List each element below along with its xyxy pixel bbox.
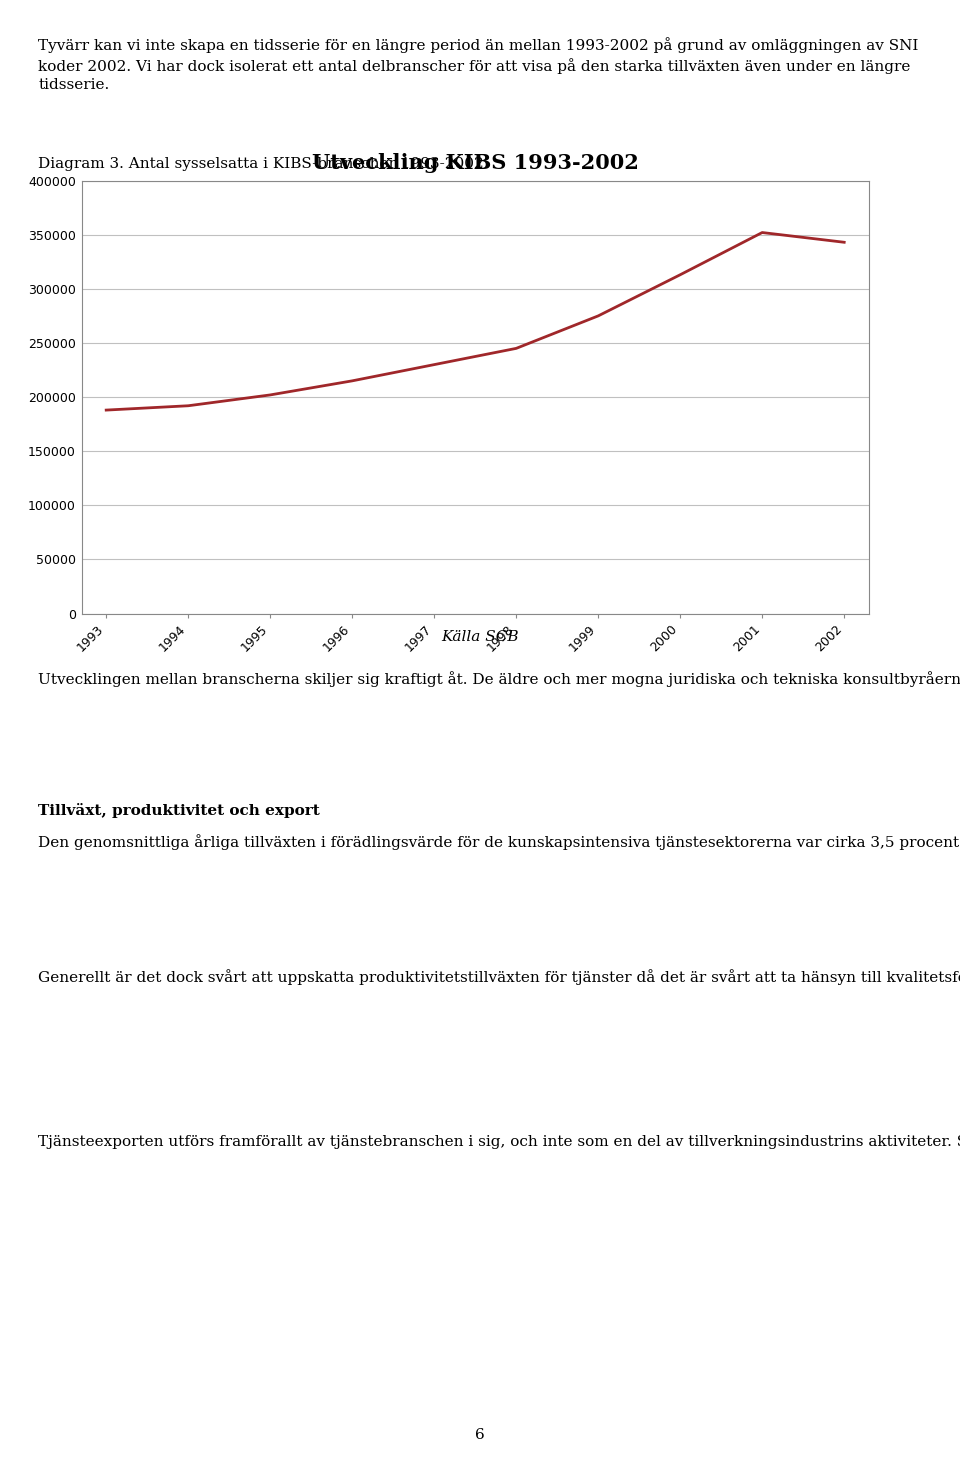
Text: Den genomsnittliga årliga tillväxten i förädlingsvärde för de kunskapsintensiva : Den genomsnittliga årliga tillväxten i f… bbox=[38, 834, 960, 850]
Text: Diagram 3. Antal sysselsatta i KIBS-branscher 1993-2002: Diagram 3. Antal sysselsatta i KIBS-bran… bbox=[38, 157, 484, 172]
Text: 6: 6 bbox=[475, 1427, 485, 1442]
Text: Källa SCB: Källa SCB bbox=[442, 630, 518, 644]
Text: Utvecklingen mellan branscherna skiljer sig kraftigt åt. De äldre och mer mogna : Utvecklingen mellan branscherna skiljer … bbox=[38, 671, 960, 687]
Text: Generellt är det dock svårt att uppskatta produktivitetstillväxten för tjänster : Generellt är det dock svårt att uppskatt… bbox=[38, 969, 960, 985]
Text: Tjänsteexporten utförs framförallt av tjänstebranschen i sig, och inte som en de: Tjänsteexporten utförs framförallt av tj… bbox=[38, 1133, 960, 1149]
Text: Tyvärr kan vi inte skapa en tidsserie för en längre period än mellan 1993-2002 p: Tyvärr kan vi inte skapa en tidsserie fö… bbox=[38, 37, 919, 92]
Text: Tillväxt, produktivitet och export: Tillväxt, produktivitet och export bbox=[38, 803, 320, 818]
Title: Utveckling KIBS 1993-2002: Utveckling KIBS 1993-2002 bbox=[312, 154, 638, 173]
